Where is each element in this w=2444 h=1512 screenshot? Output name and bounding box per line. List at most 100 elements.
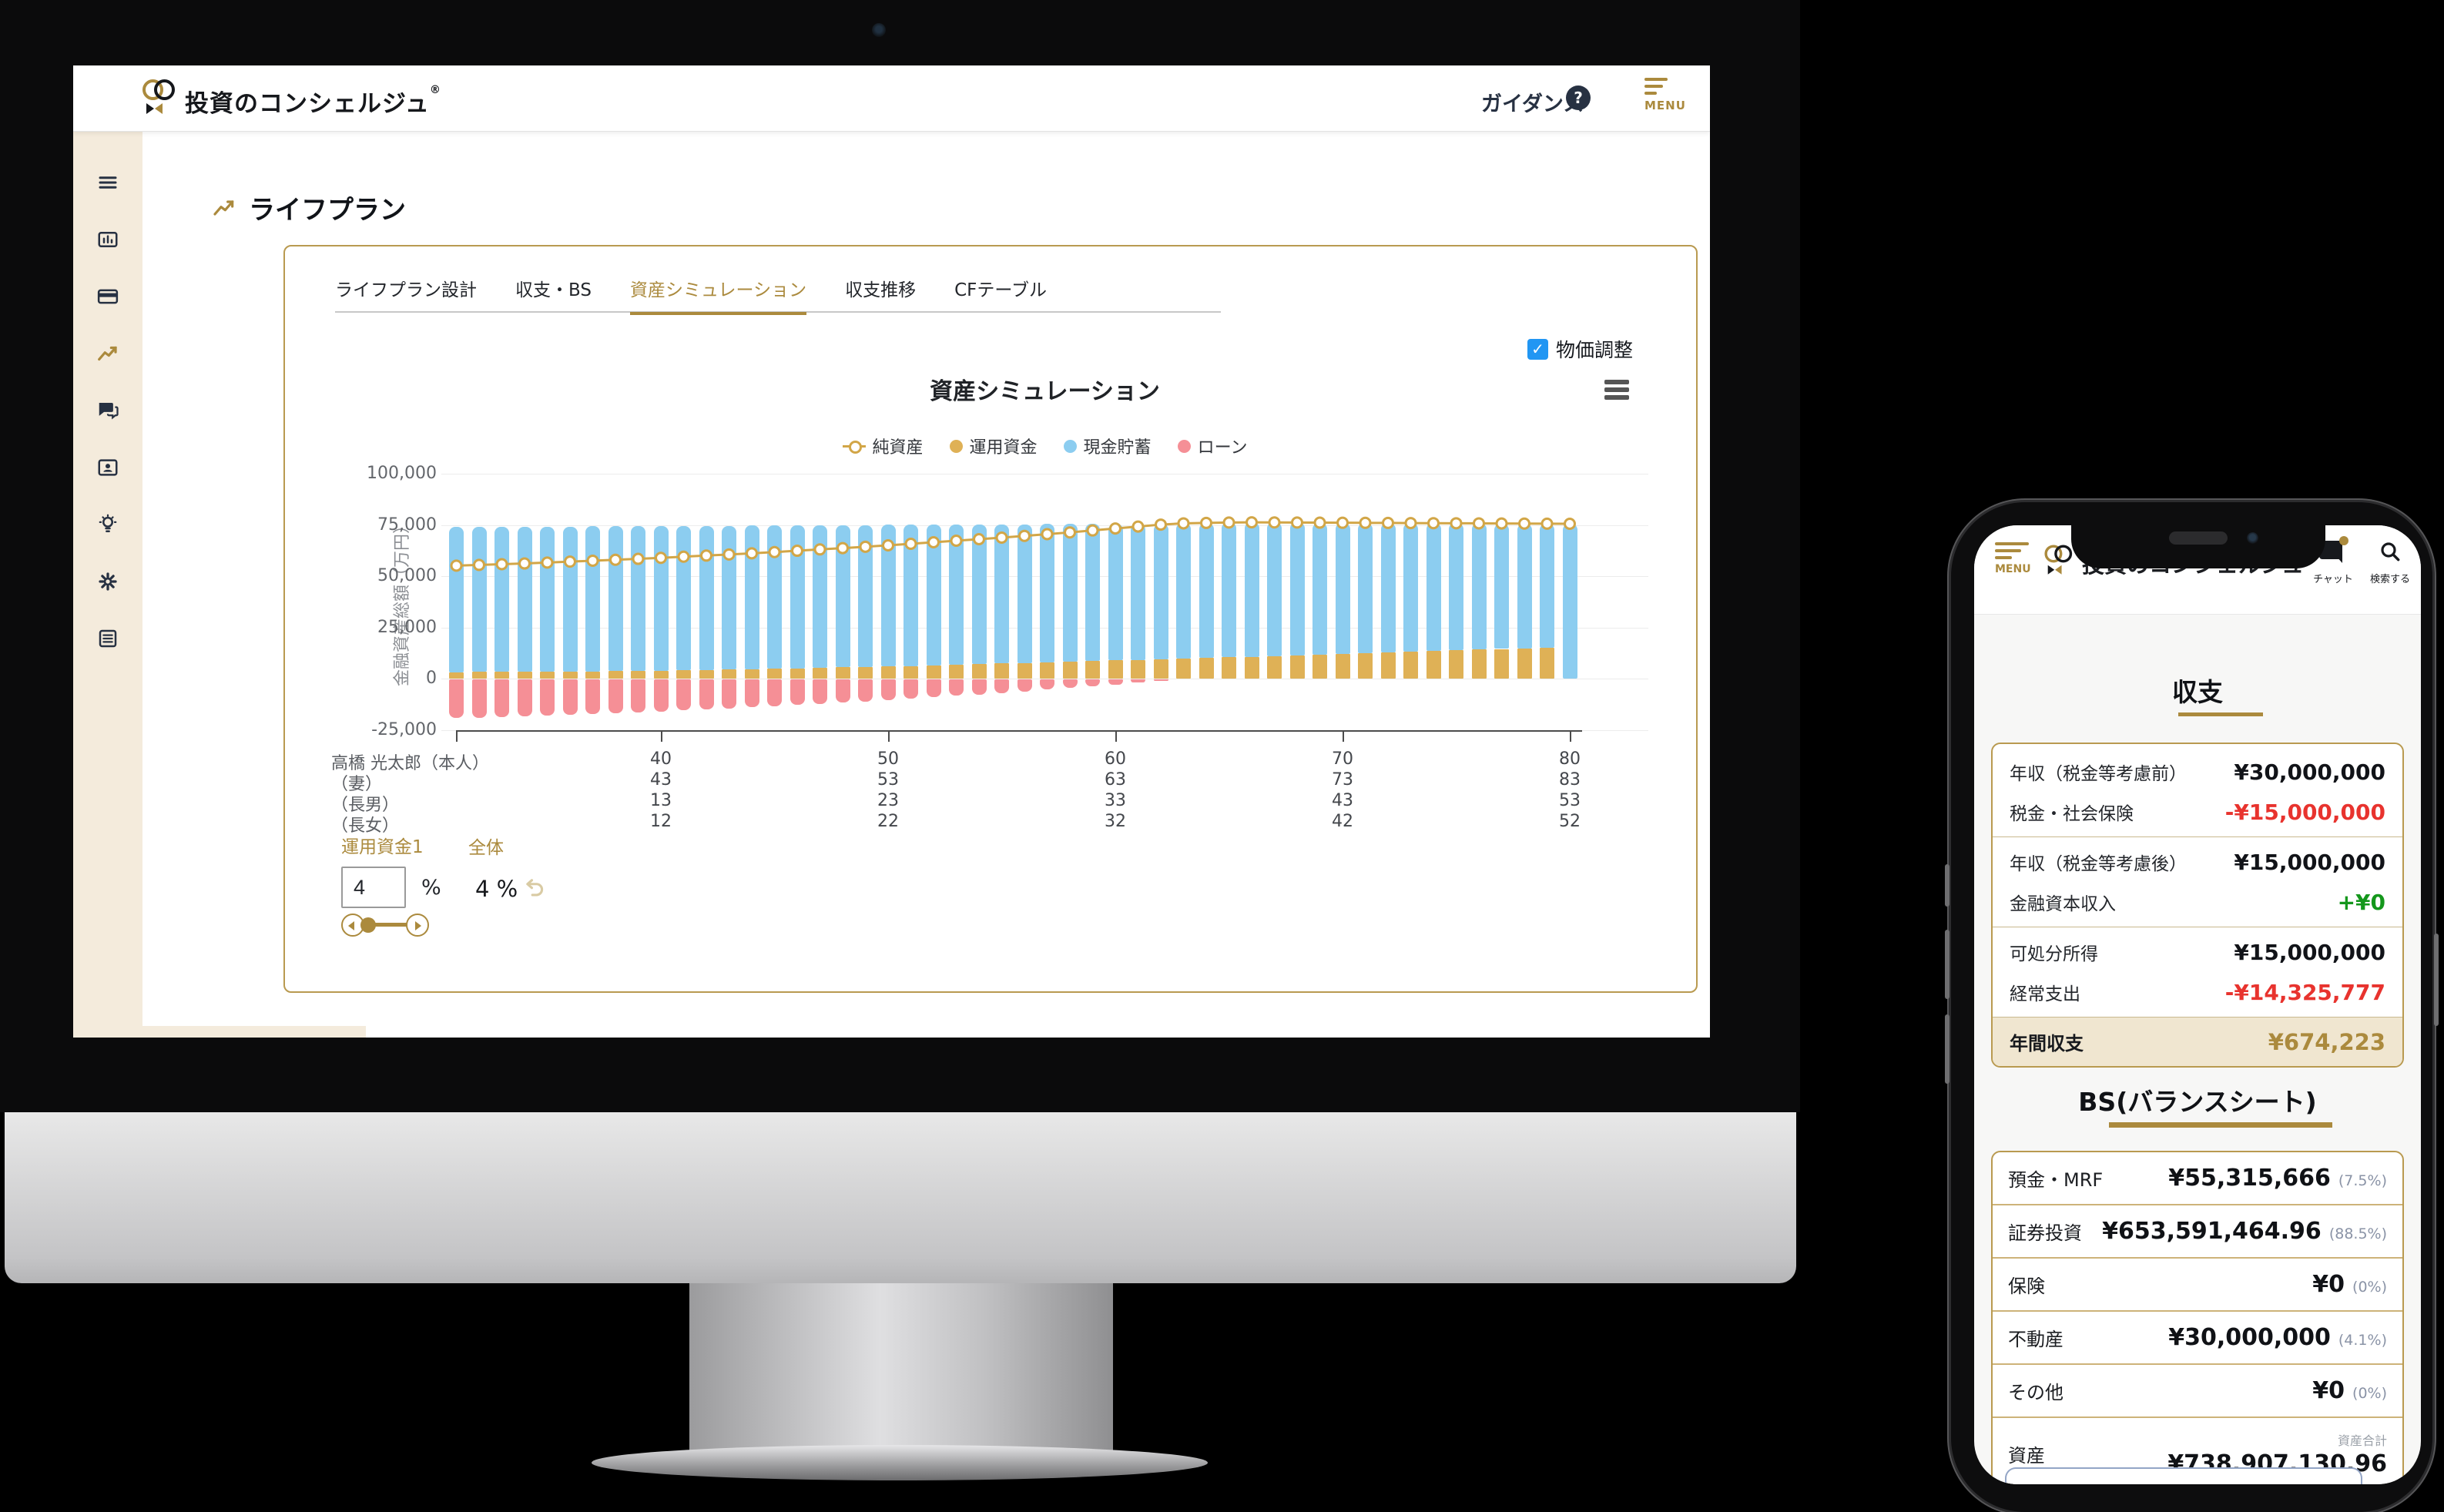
investment-bar-segment (1313, 655, 1327, 679)
cash-bar-segment (494, 526, 509, 672)
investment-bar-segment (722, 669, 736, 679)
chart-context-menu-icon[interactable] (1604, 380, 1629, 403)
cash-bar-segment (1358, 522, 1373, 654)
investment-bar-segment (1335, 654, 1350, 679)
percent-sign: % (421, 876, 441, 900)
lightbulb-icon[interactable] (96, 513, 119, 536)
legend-cash-savings[interactable]: 現金貯蓄 (1063, 434, 1152, 458)
brand-logo-text[interactable]: 投資のコンシェルジュ® (185, 84, 441, 119)
loan-bar-segment (971, 679, 987, 695)
phone-notch (2071, 525, 2325, 568)
bs-row: その他 ¥0 (0%) (1993, 1363, 2402, 1416)
loan-bar-segment (949, 679, 964, 696)
investment-bar-segment (880, 666, 896, 679)
loan-bar-segment (858, 679, 873, 702)
investment-bar-segment (562, 671, 578, 679)
cash-bar-segment (1517, 523, 1532, 649)
hamburger-icon[interactable] (96, 171, 119, 194)
cash-bar-segment (1494, 523, 1509, 649)
monitor-chin (5, 1112, 1796, 1283)
phone-menu-icon (1995, 542, 2029, 545)
webcam-dot (872, 23, 886, 37)
tab-bar: ライフプラン設計 収支・BS 資産シミュレーション 収支推移 CFテーブル (335, 275, 1047, 315)
gear-icon[interactable] (96, 570, 119, 593)
menu-label: MENU (1644, 99, 1686, 112)
investment-bar-segment (1222, 657, 1236, 679)
loan-bar-segment (449, 679, 464, 719)
legend-net-assets[interactable]: 純資産 (842, 434, 924, 458)
loan-bar-segment (1062, 679, 1078, 689)
next-card-peek (2005, 1467, 2362, 1484)
price-adjust-label: 物価調整 (1556, 339, 1634, 361)
search-icon (2381, 542, 2400, 562)
cash-bar-segment (1403, 523, 1418, 652)
family-row-label: 高橋 光太郎（本人） (331, 754, 489, 773)
gold-dot-marker (949, 439, 963, 453)
menu-icon (1644, 78, 1668, 81)
cash-bar-segment (540, 526, 555, 672)
loan-bar-segment (653, 679, 669, 712)
investment-bar-segment (1040, 662, 1054, 679)
bs-row: 証券投資 ¥653,591,464.96 (88.5%) (1993, 1204, 2402, 1257)
bottom-strip (73, 1026, 366, 1038)
tab-income-bs[interactable]: 収支・BS (515, 280, 592, 300)
cash-bar-segment (1017, 524, 1032, 663)
slider-track[interactable] (368, 923, 417, 927)
blue-dot-marker (1063, 439, 1077, 453)
phone-brand-logo-icon[interactable] (2044, 545, 2074, 575)
bs-total-sublabel: 資産合計 (2337, 1433, 2387, 1448)
cash-bar-segment (562, 526, 578, 672)
loan-bar-segment (926, 679, 941, 698)
loan-bar-segment (585, 679, 600, 714)
investment-bar-segment (699, 669, 714, 679)
legend-investment-funds[interactable]: 運用資金 (949, 434, 1038, 458)
y-tick-label: 25,000 (377, 617, 437, 637)
overall-label: 全体 (468, 838, 504, 858)
cash-bar-segment (1131, 523, 1145, 660)
menu-button[interactable]: MENU (1644, 78, 1691, 112)
cash-bar-segment (1562, 524, 1577, 679)
contact-card-icon[interactable] (96, 456, 119, 479)
investment-bar-segment (540, 672, 555, 679)
phone-menu-button[interactable]: MENU (1995, 542, 2031, 575)
tab-asset-simulation[interactable]: 資産シミュレーション (629, 275, 807, 315)
chart-title: 資産シミュレーション (930, 378, 1160, 405)
document-icon[interactable] (96, 627, 119, 650)
dashboard-chart-icon[interactable] (96, 228, 119, 251)
income-row: 年収（税金等考慮後） ¥15,000,000 (2010, 849, 2385, 875)
tab-income-trend[interactable]: 収支推移 (845, 280, 917, 300)
sidebar (73, 131, 142, 1026)
slider-increase-button[interactable] (406, 914, 429, 937)
income-section-title: 収支 (2172, 677, 2223, 707)
loan-bar-segment (540, 679, 555, 716)
price-adjust-checkbox[interactable]: ✓ (1527, 338, 1548, 360)
loan-bar-segment (631, 679, 645, 712)
x-axis-tick (1570, 730, 1571, 742)
chat-icon[interactable] (96, 399, 119, 422)
investment-bar-segment (494, 672, 509, 679)
phone-volume-up-button (1945, 930, 1950, 999)
tab-lifeplan-design[interactable]: ライフプラン設計 (335, 280, 477, 300)
family-row-label: （長男） (331, 796, 400, 815)
undo-icon[interactable] (521, 874, 548, 900)
cash-bar-segment (926, 525, 941, 665)
investment-bar-segment (1494, 649, 1509, 679)
income-title-underline (2178, 712, 2263, 716)
y-tick-label: 75,000 (377, 515, 437, 535)
trend-line-icon[interactable] (96, 342, 119, 365)
investment-bar-segment (631, 671, 645, 679)
help-icon[interactable]: ? (1566, 85, 1591, 110)
tab-cf-table[interactable]: CFテーブル (954, 280, 1047, 300)
fund1-rate-input[interactable] (341, 867, 406, 908)
investment-bar-segment (926, 665, 941, 679)
cash-bar-segment (676, 525, 691, 671)
legend-loan[interactable]: ローン (1177, 434, 1247, 458)
investment-bar-segment (1244, 656, 1259, 679)
investment-bar-segment (835, 667, 850, 679)
loan-bar-segment (744, 679, 759, 708)
brand-logo-icon[interactable] (142, 79, 178, 115)
credit-card-icon[interactable] (96, 285, 119, 308)
phone: MENU 投資のコンシェルジュ チャット 検索する (1945, 502, 2439, 1512)
phone-search-button[interactable]: 検索する (2369, 539, 2412, 585)
slider-handle[interactable] (360, 917, 376, 933)
